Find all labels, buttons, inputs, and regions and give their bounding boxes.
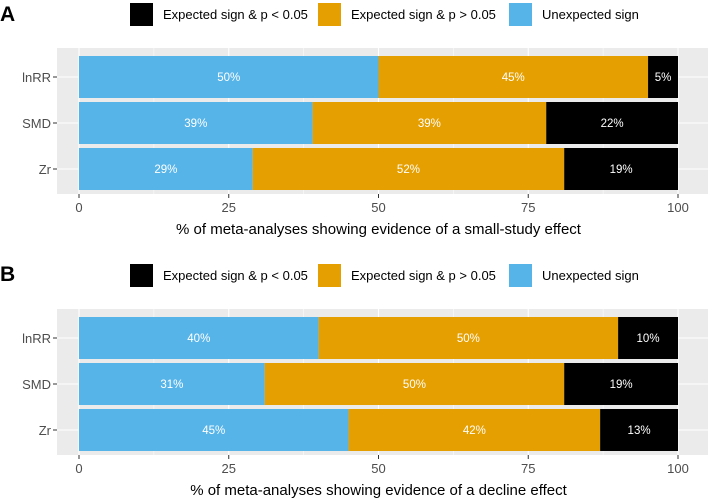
legend-swatch-expected-sign-p-0-05 [318,3,341,26]
bar-zr-expected-sign-p-0-05 [564,148,678,190]
bar-label-smd-expected-sign-p-0-05: 19% [610,379,633,391]
y-tick-label-smd: SMD [22,116,51,131]
x-axis-title: % of meta-analyses showing evidence of a… [176,221,582,238]
legend-swatch-unexpected-sign [509,3,532,26]
legend: Expected sign & p < 0.05 Expected sign & … [130,264,639,287]
y-tick-label-lnrr: lnRR [22,70,51,85]
legend-label-expected-sign-p-0-05: Expected sign & p < 0.05 [163,268,308,283]
bar-zr-unexpected-sign [79,409,349,451]
bar-lnrr-expected-sign-p-0-05 [618,317,678,359]
bar-smd-expected-sign-p-0-05 [312,102,547,144]
bar-label-lnrr-unexpected-sign: 40% [187,333,210,345]
y-tick-label-zr: Zr [39,162,52,177]
bar-zr-unexpected-sign [79,148,253,190]
x-tick-label-25: 25 [222,200,236,215]
legend-swatch-unexpected-sign [509,264,532,287]
legend-swatch-expected-sign-p-0-05 [130,264,153,287]
y-tick-label-zr: Zr [39,423,52,438]
bar-lnrr-expected-sign-p-0-05 [378,56,649,98]
panel-a: A Expected sign & p < 0.05 Expected sign &… [0,3,708,238]
bar-smd-expected-sign-p-0-05 [564,363,678,405]
bar-label-zr-unexpected-sign: 29% [154,164,177,176]
bar-lnrr-expected-sign-p-0-05 [648,56,678,98]
x-tick-label-50: 50 [371,461,385,476]
x-tick-label-100: 100 [667,461,689,476]
bar-label-smd-expected-sign-p-0-05: 22% [601,118,624,130]
x-tick-label-75: 75 [521,461,535,476]
bar-label-smd-expected-sign-p-0-05: 50% [403,379,426,391]
panel-label: A [0,3,15,26]
bar-label-zr-expected-sign-p-0-05: 52% [397,164,420,176]
legend-label-expected-sign-p-0-05: Expected sign & p < 0.05 [163,7,308,22]
x-tick-label-0: 0 [75,461,82,476]
bar-lnrr-unexpected-sign [79,56,379,98]
bar-lnrr-unexpected-sign [79,317,319,359]
x-tick-label-25: 25 [222,461,236,476]
x-tick-label-0: 0 [75,200,82,215]
bar-smd-expected-sign-p-0-05 [546,102,678,144]
bar-zr-expected-sign-p-0-05 [252,148,565,190]
legend-label-unexpected-sign: Unexpected sign [542,268,639,283]
bar-smd-expected-sign-p-0-05 [264,363,565,405]
legend-label-expected-sign-p-0-05: Expected sign & p > 0.05 [351,7,496,22]
legend-label-unexpected-sign: Unexpected sign [542,7,639,22]
bar-label-zr-expected-sign-p-0-05: 13% [628,425,651,437]
legend-label-expected-sign-p-0-05: Expected sign & p > 0.05 [351,268,496,283]
panel-b: B Expected sign & p < 0.05 Expected sign &… [0,263,708,499]
bar-label-lnrr-expected-sign-p-0-05: 5% [655,72,672,84]
bar-zr-expected-sign-p-0-05 [600,409,678,451]
x-tick-label-100: 100 [667,200,689,215]
x-axis-title: % of meta-analyses showing evidence of a… [190,482,567,499]
bar-label-smd-expected-sign-p-0-05: 39% [418,118,441,130]
x-tick-label-50: 50 [371,200,385,215]
bar-label-lnrr-expected-sign-p-0-05: 45% [502,72,525,84]
bar-smd-unexpected-sign [79,363,265,405]
legend: Expected sign & p < 0.05 Expected sign & … [130,3,639,26]
bar-label-zr-expected-sign-p-0-05: 19% [610,164,633,176]
bar-label-lnrr-unexpected-sign: 50% [217,72,240,84]
bar-label-zr-expected-sign-p-0-05: 42% [463,425,486,437]
bar-smd-unexpected-sign [79,102,313,144]
x-tick-label-75: 75 [521,200,535,215]
bar-label-lnrr-expected-sign-p-0-05: 50% [457,333,480,345]
y-tick-label-lnrr: lnRR [22,331,51,346]
bar-zr-expected-sign-p-0-05 [348,409,601,451]
y-tick-label-smd: SMD [22,377,51,392]
legend-swatch-expected-sign-p-0-05 [318,264,341,287]
legend-swatch-expected-sign-p-0-05 [130,3,153,26]
bar-label-smd-unexpected-sign: 31% [160,379,183,391]
bar-label-zr-unexpected-sign: 45% [202,425,225,437]
bar-label-smd-unexpected-sign: 39% [184,118,207,130]
bar-lnrr-expected-sign-p-0-05 [318,317,619,359]
bar-label-lnrr-expected-sign-p-0-05: 10% [637,333,660,345]
panel-label: B [0,263,15,286]
